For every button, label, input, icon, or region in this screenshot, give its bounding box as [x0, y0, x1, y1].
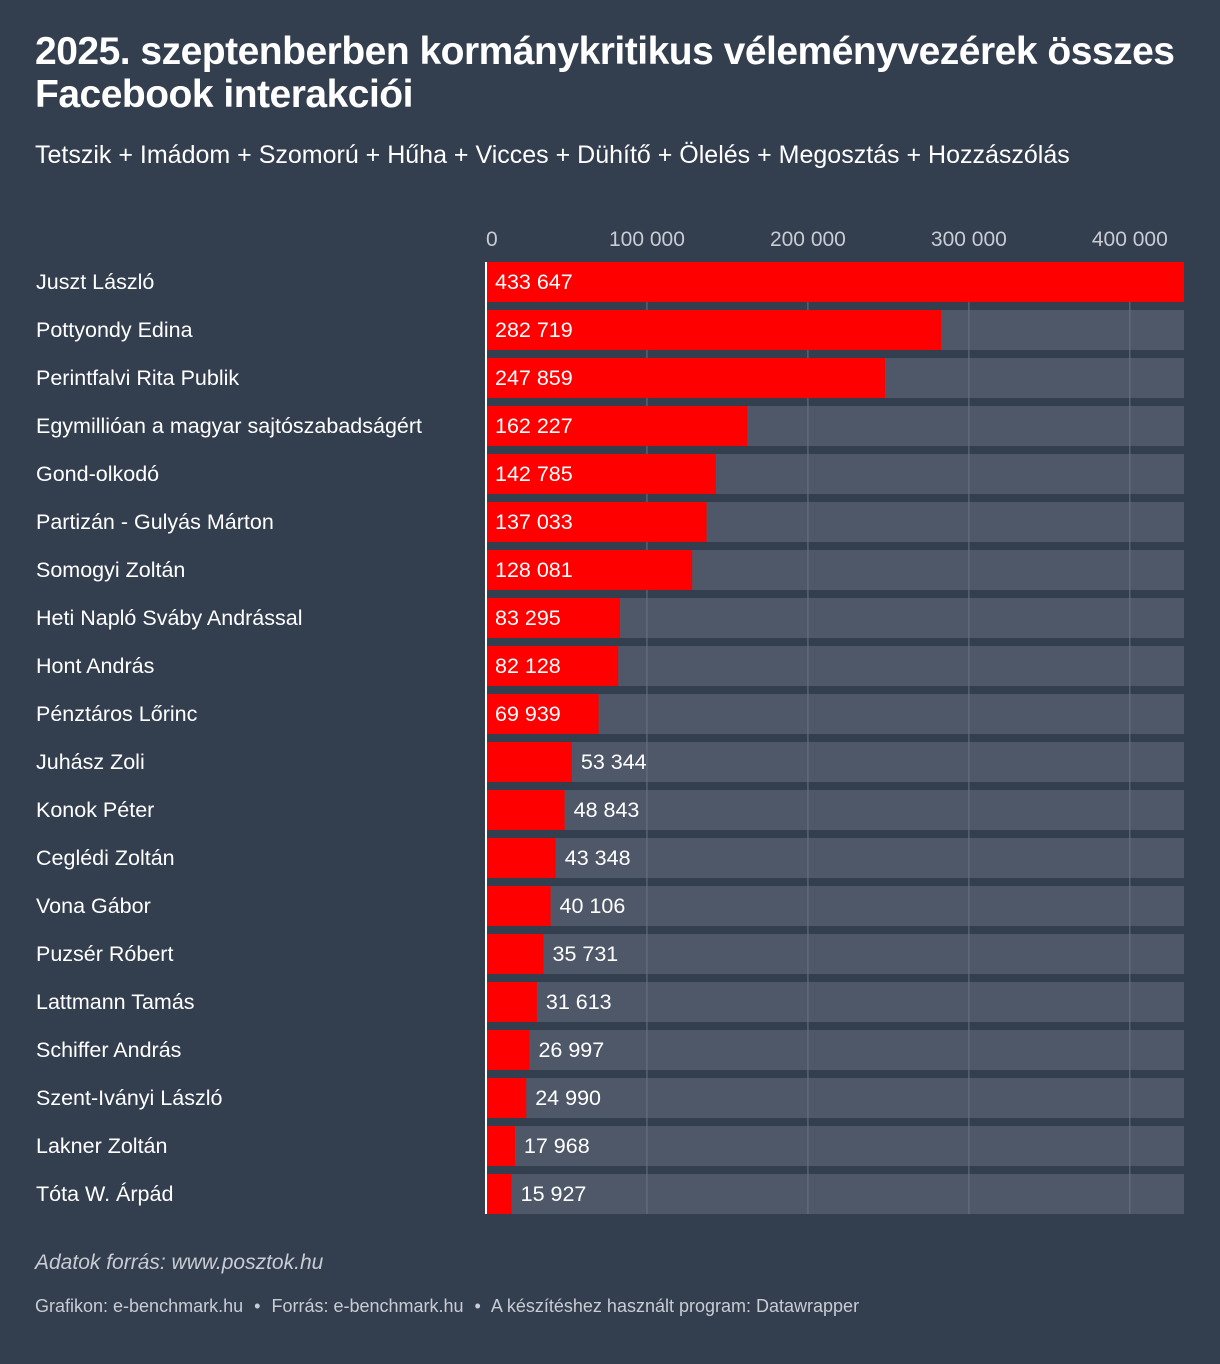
value-label: 83 295	[495, 606, 561, 630]
x-tick-label: 0	[486, 228, 498, 251]
footer-separator: •	[254, 1296, 261, 1316]
bar	[486, 1030, 530, 1070]
bar	[486, 502, 707, 542]
category-label: Szent-Iványi László	[36, 1086, 222, 1110]
category-label: Konok Péter	[36, 798, 154, 822]
footer-tool-credit: A készítéshez használt program: Datawrap…	[490, 1296, 860, 1316]
value-label: 35 731	[553, 942, 619, 966]
value-label: 43 348	[565, 846, 631, 870]
value-label: 69 939	[495, 702, 561, 726]
value-label: 282 719	[495, 318, 573, 342]
category-label: Juszt László	[36, 270, 154, 294]
bar	[486, 262, 1184, 302]
bar	[486, 454, 716, 494]
category-label: Lakner Zoltán	[36, 1134, 167, 1158]
value-label: 162 227	[495, 414, 573, 438]
x-tick-label: 400 000	[1092, 228, 1168, 251]
bar-track	[486, 1078, 1184, 1118]
chart-subtitle: Tetszik + Imádom + Szomorú + Hűha + Vicc…	[35, 141, 1070, 169]
value-label: 82 128	[495, 654, 561, 678]
bar	[486, 886, 551, 926]
category-label: Ceglédi Zoltán	[36, 846, 175, 870]
bar	[486, 406, 748, 446]
bar	[486, 1174, 512, 1214]
bar	[486, 934, 544, 974]
category-label: Puzsér Róbert	[36, 942, 173, 966]
bar-track	[486, 1126, 1184, 1166]
bar-track	[486, 886, 1184, 926]
bar-track	[486, 838, 1184, 878]
bar	[486, 1126, 515, 1166]
value-label: 137 033	[495, 510, 573, 534]
bar	[486, 790, 565, 830]
value-label: 53 344	[581, 750, 647, 774]
bar	[486, 742, 572, 782]
bar-track	[486, 1174, 1184, 1214]
bar-track	[486, 694, 1184, 734]
bar	[486, 646, 619, 686]
value-label: 17 968	[524, 1134, 590, 1158]
bar-chart: 0 100 000 200 000 300 000 400 000 Juszt Lászl…	[36, 228, 1184, 1214]
category-label: Egymillióan a magyar sajtószabadságért	[36, 414, 422, 438]
value-label: 31 613	[546, 990, 612, 1014]
bar	[486, 982, 537, 1022]
bar-track	[486, 934, 1184, 974]
bar	[486, 598, 621, 638]
bar-track	[486, 742, 1184, 782]
bar-track	[486, 982, 1184, 1022]
value-label: 24 990	[535, 1086, 601, 1110]
category-label: Somogyi Zoltán	[36, 558, 185, 582]
footer-source-credit: Forrás: e-benchmark.hu	[271, 1296, 464, 1316]
x-tick-label: 300 000	[931, 228, 1007, 251]
bar	[486, 310, 942, 350]
category-label: Hont András	[36, 654, 154, 678]
value-label: 40 106	[560, 894, 626, 918]
category-label: Pénztáros Lőrinc	[36, 702, 198, 726]
category-label: Vona Gábor	[36, 894, 151, 918]
category-label: Pottyondy Edina	[36, 318, 193, 342]
category-label: Perintfalvi Rita Publik	[36, 366, 239, 390]
value-label: 48 843	[574, 798, 640, 822]
footer: Grafikon: e-benchmark.hu • Forrás: e-ben…	[35, 1296, 859, 1317]
bar-track	[486, 790, 1184, 830]
category-label: Lattmann Tamás	[36, 990, 195, 1014]
bar	[486, 694, 599, 734]
category-label: Juhász Zoli	[36, 750, 145, 774]
bar-track	[486, 1030, 1184, 1070]
value-label: 26 997	[538, 1038, 604, 1062]
data-source-note: Adatok forrás: www.posztok.hu	[35, 1251, 324, 1274]
category-label: Tóta W. Árpád	[36, 1181, 173, 1206]
bar	[486, 838, 556, 878]
category-label: Gond-olkodó	[36, 462, 159, 486]
bar	[486, 1078, 527, 1118]
value-label: 433 647	[495, 270, 573, 294]
category-label: Partizán - Gulyás Márton	[36, 510, 274, 534]
value-label: 142 785	[495, 462, 573, 486]
x-tick-label: 200 000	[770, 228, 846, 251]
chart-title: 2025. szeptenberben kormánykritikus véle…	[35, 30, 1175, 116]
value-label: 247 859	[495, 366, 573, 390]
bar	[486, 550, 693, 590]
footer-graphic-credit: Grafikon: e-benchmark.hu	[35, 1296, 244, 1316]
value-label: 15 927	[521, 1182, 587, 1206]
bar	[486, 358, 885, 398]
category-label: Heti Napló Sváby Andrással	[36, 606, 303, 630]
value-label: 128 081	[495, 558, 573, 582]
x-tick-label: 100 000	[609, 228, 685, 251]
footer-separator: •	[474, 1296, 481, 1316]
category-label: Schiffer András	[36, 1038, 181, 1062]
